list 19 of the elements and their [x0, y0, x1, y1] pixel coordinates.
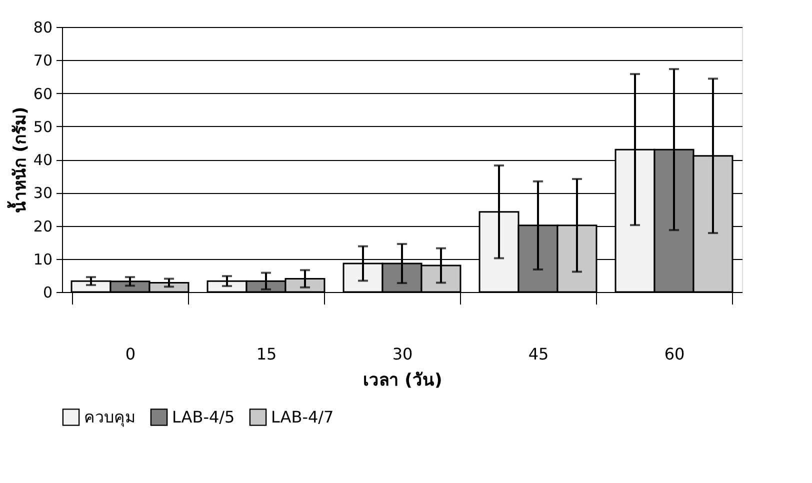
x-tick-label: 60 [664, 344, 685, 364]
y-tick-label: 80 [33, 18, 52, 36]
legend-label: LAB-4/5 [172, 407, 235, 426]
y-tick-label: 50 [33, 118, 52, 136]
x-tick-label: 15 [256, 344, 277, 364]
y-axis-title: น้ำหนัก (กรัม) [6, 106, 30, 214]
y-tick-label: 0 [42, 284, 52, 302]
y-tick-label: 70 [33, 52, 52, 70]
y-tick-label: 20 [33, 217, 52, 236]
y-tick-label: 30 [33, 184, 52, 202]
x-tick-label: 30 [392, 344, 413, 364]
x-tick-label: 45 [528, 344, 549, 364]
x-tick-label: 0 [125, 344, 136, 364]
x-axis-title: เวลา (วัน) [362, 370, 442, 390]
legend-label: LAB-4/7 [271, 407, 334, 426]
y-tick-label: 40 [33, 151, 52, 169]
legend-label: ควบคุม [84, 407, 136, 428]
y-tick-label: 60 [33, 84, 52, 103]
y-tick-label: 10 [33, 250, 52, 268]
